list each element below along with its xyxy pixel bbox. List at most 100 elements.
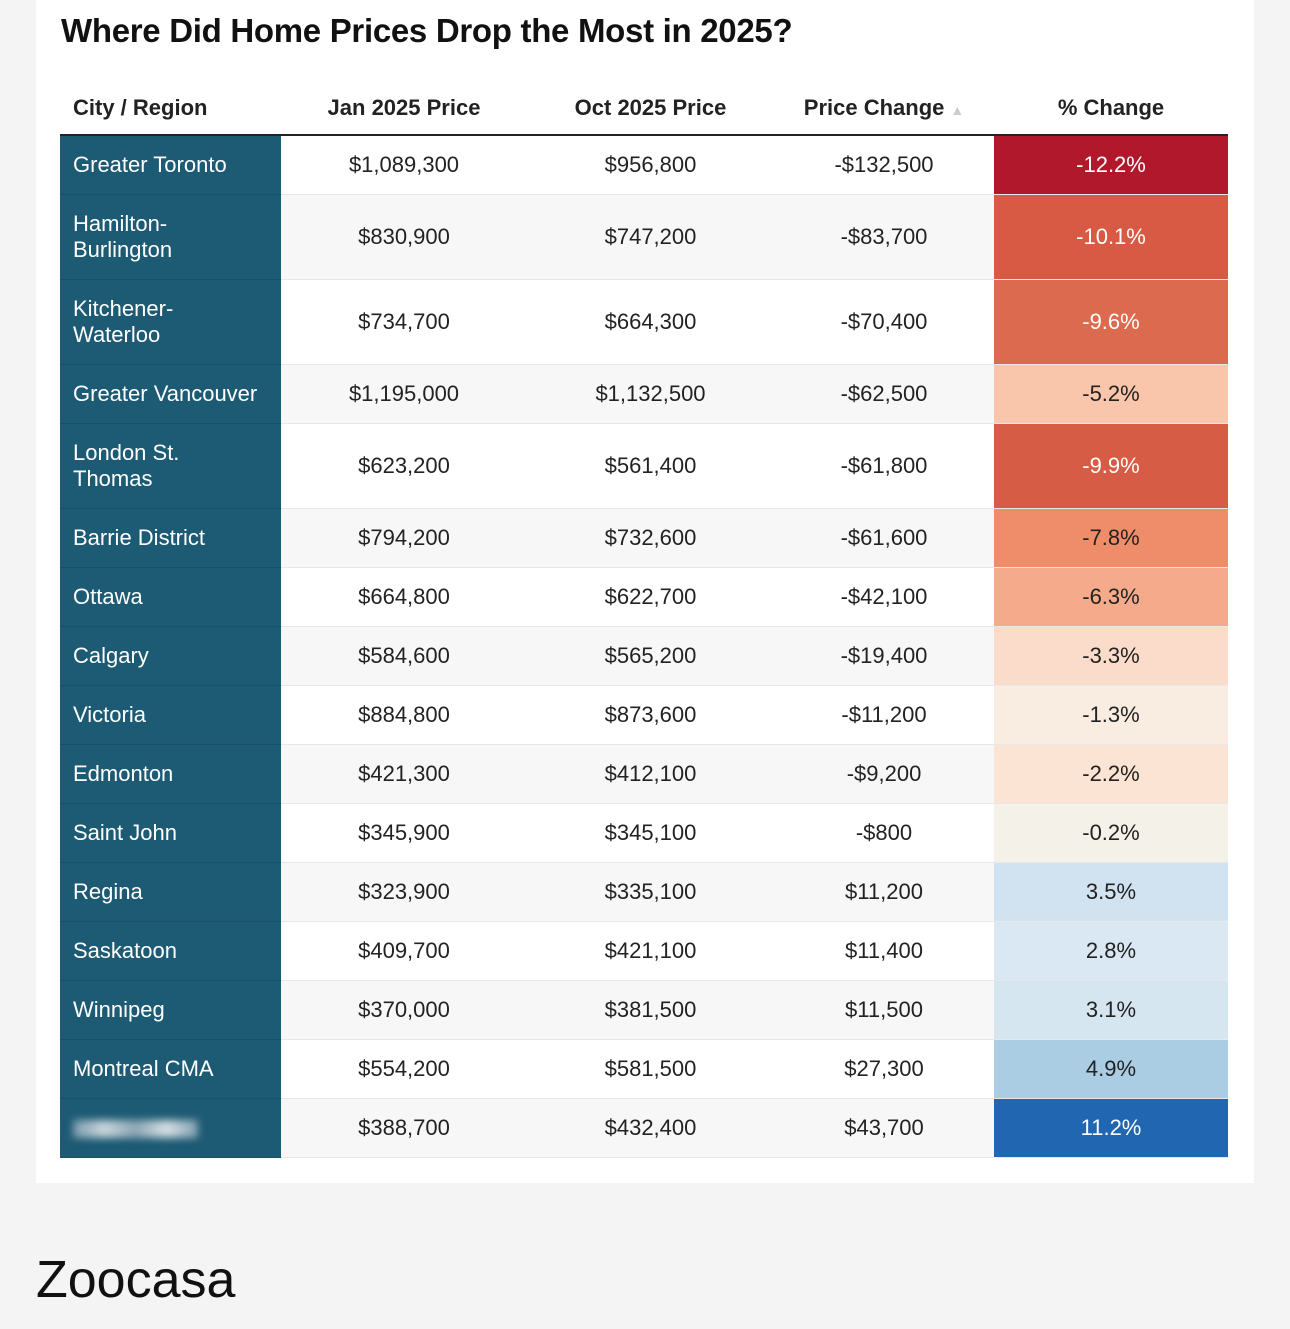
value-cell: -$19,400 xyxy=(774,626,994,686)
change-value: $43,700 xyxy=(844,1115,924,1140)
city-cell: Barrie District xyxy=(60,508,281,568)
value-cell: $956,800 xyxy=(527,135,774,195)
value-cell: -$9,200 xyxy=(774,744,994,804)
change-value: -$132,500 xyxy=(834,152,934,177)
city-name: Edmonton xyxy=(73,761,174,786)
table-row: $388,700 $432,400 $43,700 11.2% xyxy=(60,1098,1228,1158)
percent-value: -1.3% xyxy=(1082,702,1140,727)
value-cell: $884,800 xyxy=(281,685,527,745)
oct-value: $561,400 xyxy=(604,453,697,478)
city-cell: Calgary xyxy=(60,626,281,686)
change-value: $11,500 xyxy=(845,997,923,1022)
table-row: Ottawa $664,800 $622,700 -$42,100 -6.3% xyxy=(60,567,1228,627)
value-cell: $345,100 xyxy=(527,803,774,863)
percent-value: -10.1% xyxy=(1076,224,1146,249)
table-row: London St. Thomas $623,200 $561,400 -$61,80… xyxy=(60,423,1228,509)
change-value: $11,400 xyxy=(845,938,923,963)
city-name: Winnipeg xyxy=(73,997,165,1022)
oct-value: $432,400 xyxy=(604,1115,697,1140)
table-body: Greater Toronto $1,089,300 $956,800 -$132,5… xyxy=(60,135,1228,1158)
city-cell: Saskatoon xyxy=(60,921,281,981)
city-name: Barrie District xyxy=(73,525,206,550)
value-cell: $794,200 xyxy=(281,508,527,568)
percent-value: 3.1% xyxy=(1085,997,1137,1022)
jan-value: $830,900 xyxy=(358,224,450,249)
header-cell[interactable]: Price Change ▲ xyxy=(774,82,994,136)
oct-value: $581,500 xyxy=(604,1056,697,1081)
city-name: Montreal CMA xyxy=(73,1056,214,1081)
table-row: Hamilton- Burlington $830,900 $747,200 -$83… xyxy=(60,194,1228,280)
oct-value: $412,100 xyxy=(604,761,697,786)
percent-cell: -6.3% xyxy=(994,567,1228,627)
price-table: City / Region Jan 2025 Price Oct 2025 Pr… xyxy=(60,82,1228,1158)
value-cell: $421,300 xyxy=(281,744,527,804)
value-cell: $11,400 xyxy=(774,921,994,981)
value-cell: -$70,400 xyxy=(774,279,994,365)
jan-value: $884,800 xyxy=(358,702,450,727)
percent-value: -12.2% xyxy=(1076,152,1146,177)
table-row: Edmonton $421,300 $412,100 -$9,200 -2.2% xyxy=(60,744,1228,804)
header-row: City / Region Jan 2025 Price Oct 2025 Pr… xyxy=(60,82,1228,136)
value-cell: $381,500 xyxy=(527,980,774,1040)
percent-value: 4.9% xyxy=(1085,1056,1137,1081)
change-value: -$62,500 xyxy=(840,381,928,406)
change-value: $11,200 xyxy=(845,879,923,904)
oct-value: $421,100 xyxy=(604,938,697,963)
city-name: Calgary xyxy=(73,643,149,668)
value-cell: -$83,700 xyxy=(774,194,994,280)
percent-value: -0.2% xyxy=(1082,820,1140,845)
table-row: Saskatoon $409,700 $421,100 $11,400 2.8% xyxy=(60,921,1228,981)
city-name: Victoria xyxy=(73,702,146,727)
city-name: Saint John xyxy=(73,820,177,845)
value-cell: -$42,100 xyxy=(774,567,994,627)
oct-value: $956,800 xyxy=(604,152,697,177)
value-cell: $1,195,000 xyxy=(281,364,527,424)
city-cell: Edmonton xyxy=(60,744,281,804)
jan-value: $734,700 xyxy=(358,309,450,334)
percent-cell: -12.2% xyxy=(994,135,1228,195)
value-cell: $370,000 xyxy=(281,980,527,1040)
percent-cell: 3.1% xyxy=(994,980,1228,1040)
value-cell: $1,089,300 xyxy=(281,135,527,195)
jan-value: $794,200 xyxy=(358,525,450,550)
table-row: Kitchener- Waterloo $734,700 $664,300 -$70,… xyxy=(60,279,1228,365)
percent-cell: 3.5% xyxy=(994,862,1228,922)
percent-value: -6.3% xyxy=(1082,584,1140,609)
oct-value: $664,300 xyxy=(604,309,697,334)
change-value: -$800 xyxy=(855,820,913,845)
value-cell: -$11,200 xyxy=(774,685,994,745)
city-cell: Regina xyxy=(60,862,281,922)
table-row: Winnipeg $370,000 $381,500 $11,500 3.1% xyxy=(60,980,1228,1040)
percent-cell: 4.9% xyxy=(994,1039,1228,1099)
jan-value: $584,600 xyxy=(358,643,450,668)
percent-cell: -5.2% xyxy=(994,364,1228,424)
city-cell: Kitchener- Waterloo xyxy=(60,279,281,365)
value-cell: $561,400 xyxy=(527,423,774,509)
jan-value: $370,000 xyxy=(358,997,450,1022)
sort-icon[interactable]: ▲ xyxy=(950,102,965,118)
title: Where Did Home Prices Drop the Most in 2… xyxy=(61,12,793,49)
percent-cell: -1.3% xyxy=(994,685,1228,745)
percent-value: -2.2% xyxy=(1082,761,1140,786)
value-cell: -$61,800 xyxy=(774,423,994,509)
table-row: Saint John $345,900 $345,100 -$800 -0.2% xyxy=(60,803,1228,863)
oct-value: $345,100 xyxy=(604,820,697,845)
jan-value: $409,700 xyxy=(358,938,450,963)
city-cell xyxy=(60,1098,281,1158)
value-cell: $345,900 xyxy=(281,803,527,863)
percent-value: -5.2% xyxy=(1082,381,1140,406)
header-text[interactable]: Price Change xyxy=(803,95,945,120)
jan-value: $388,700 xyxy=(358,1115,450,1140)
header-text: % Change xyxy=(1057,95,1165,120)
oct-value: $747,200 xyxy=(604,224,697,249)
city-name: Kitchener- Waterloo xyxy=(73,296,174,347)
city-name: Greater Toronto xyxy=(73,152,227,177)
oct-value: $565,200 xyxy=(604,643,697,668)
change-value: -$11,200 xyxy=(841,702,927,727)
city-cell: Saint John xyxy=(60,803,281,863)
change-value: -$19,400 xyxy=(840,643,928,668)
value-cell: $388,700 xyxy=(281,1098,527,1158)
value-cell: -$62,500 xyxy=(774,364,994,424)
value-cell: $412,100 xyxy=(527,744,774,804)
city-name: London St. Thomas xyxy=(73,440,180,491)
